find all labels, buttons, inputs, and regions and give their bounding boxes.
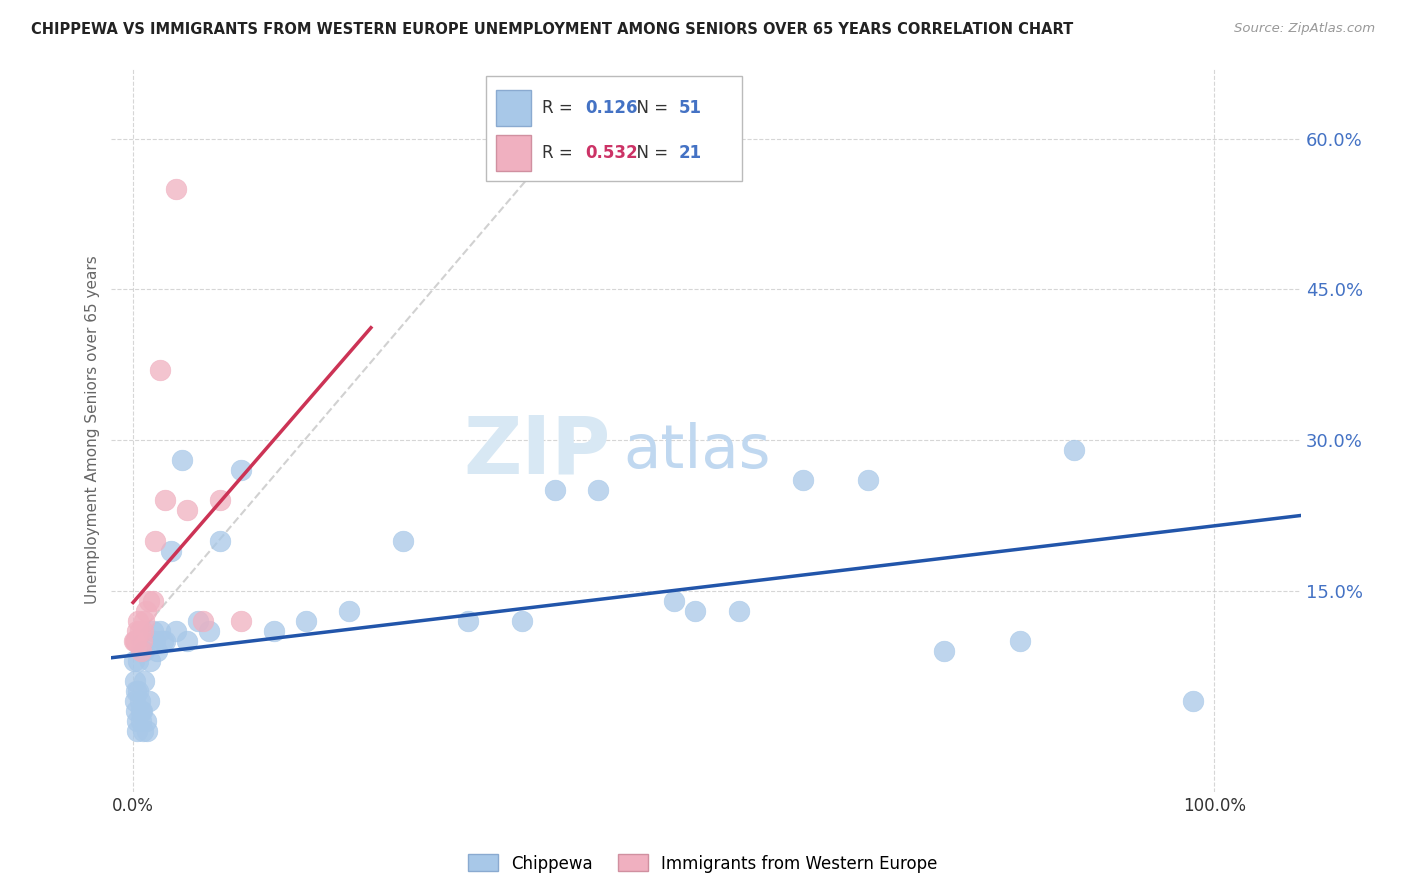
Point [139,654,162,668]
Point [128,694,150,708]
Point [149,624,172,638]
Point [295,614,318,628]
Text: Source: ZipAtlas.com: Source: ZipAtlas.com [1234,22,1375,36]
Text: ZIP: ZIP [464,413,612,491]
Text: R =: R = [541,99,578,117]
Point [135,714,157,729]
Point [125,684,148,698]
Point [1063,443,1085,458]
Point [129,714,152,729]
Text: 0.126: 0.126 [585,99,637,117]
FancyBboxPatch shape [495,135,531,171]
Point [129,644,152,658]
Text: CHIPPEWA VS IMMIGRANTS FROM WESTERN EUROPE UNEMPLOYMENT AMONG SENIORS OVER 65 YE: CHIPPEWA VS IMMIGRANTS FROM WESTERN EURO… [31,22,1073,37]
Point [544,483,567,498]
Point [128,624,150,638]
Point [129,704,152,718]
Point [160,543,183,558]
Point [138,594,160,608]
Point [197,624,219,638]
Point [337,604,360,618]
Text: 0.532: 0.532 [585,145,637,162]
Text: 51: 51 [679,99,702,117]
Point [125,634,148,648]
Text: atlas: atlas [623,422,770,482]
Point [131,704,153,718]
Point [124,634,146,648]
Point [586,483,609,498]
Point [155,493,177,508]
Point [146,644,169,658]
Point [263,624,285,638]
Point [132,674,155,689]
Text: N =: N = [627,99,673,117]
Point [392,533,415,548]
Point [1181,694,1204,708]
Point [127,654,149,668]
Point [176,503,198,517]
Point [143,634,166,648]
Point [231,463,253,477]
Point [685,604,707,618]
Point [510,614,533,628]
Point [149,363,172,377]
Text: R =: R = [541,145,578,162]
Point [165,624,187,638]
Legend: Chippewa, Immigrants from Western Europe: Chippewa, Immigrants from Western Europe [461,847,945,880]
Y-axis label: Unemployment Among Seniors over 65 years: Unemployment Among Seniors over 65 years [86,256,100,605]
Point [136,724,159,739]
Point [127,724,149,739]
Point [193,614,215,628]
Point [170,453,193,467]
Point [143,533,166,548]
Point [132,624,155,638]
Point [457,614,479,628]
Point [125,704,148,718]
Point [141,594,163,608]
Point [176,634,198,648]
Point [231,614,253,628]
Point [155,634,177,648]
Point [132,644,155,658]
Point [132,614,155,628]
Point [132,724,155,739]
Point [792,473,814,487]
Point [858,473,880,487]
Point [1008,634,1031,648]
Point [122,654,145,668]
Point [124,694,146,708]
Point [932,644,955,658]
Point [662,594,685,608]
Point [727,604,749,618]
Text: 21: 21 [679,145,702,162]
Point [187,614,209,628]
Point [127,714,149,729]
Point [122,634,145,648]
Point [141,624,163,638]
Point [127,624,149,638]
Point [152,634,174,648]
Point [127,684,149,698]
Text: N =: N = [627,145,673,162]
Point [135,604,157,618]
FancyBboxPatch shape [495,90,531,127]
Point [138,694,160,708]
Point [165,182,187,196]
FancyBboxPatch shape [486,76,742,180]
Point [131,634,153,648]
Point [127,614,149,628]
Point [208,493,231,508]
Point [124,674,146,689]
Point [208,533,231,548]
